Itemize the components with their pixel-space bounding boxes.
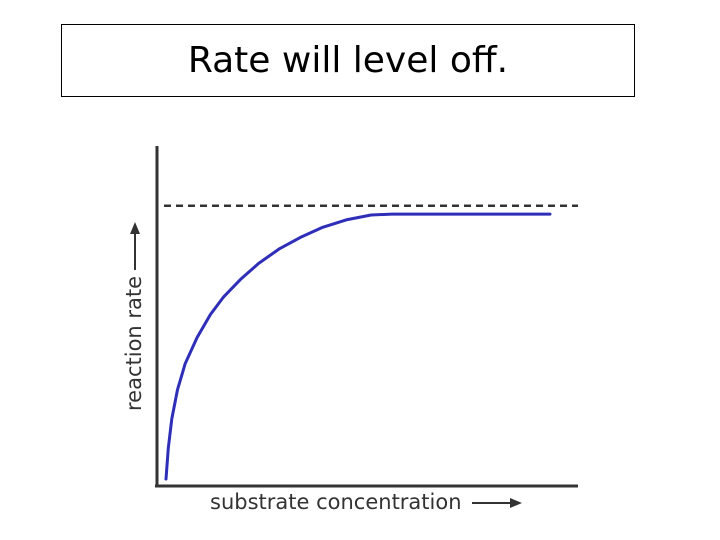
y-axis-label: reaction rate <box>122 276 146 411</box>
title-box: Rate will level off. <box>61 24 635 97</box>
x-axis-arrow <box>472 498 522 508</box>
slide-title: Rate will level off. <box>187 40 509 81</box>
plot-area <box>164 204 578 481</box>
y-axis-arrow <box>130 222 140 270</box>
reaction-rate-curve <box>164 212 552 481</box>
x-axis-label: substrate concentration <box>210 490 462 514</box>
